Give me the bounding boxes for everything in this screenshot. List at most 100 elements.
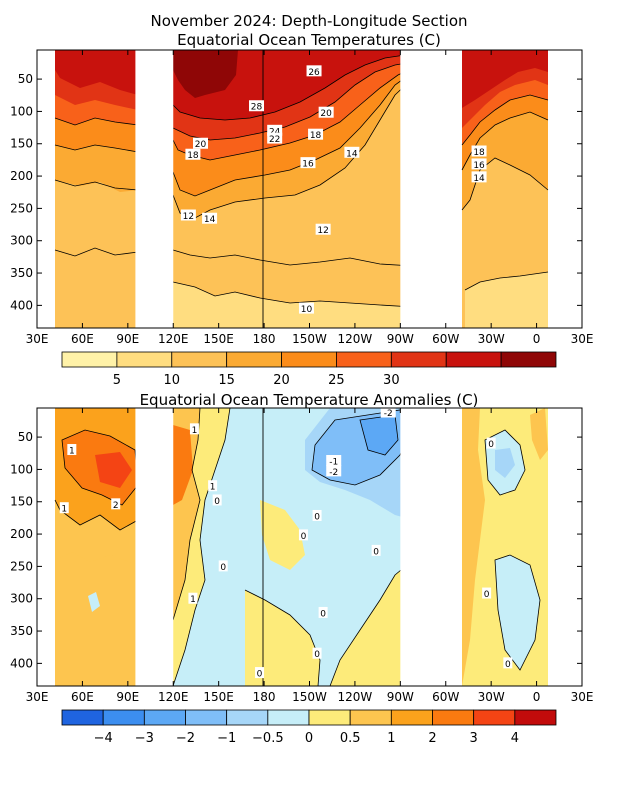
y-tick-label: 250 xyxy=(10,559,33,573)
contour-label-bg xyxy=(312,509,322,521)
x-tick-label: 30W xyxy=(478,332,505,346)
x-axis-1: 30E 60E 90E 120E 150E 180 150W 120W 90W 60W 30W 0 30… xyxy=(26,50,593,346)
colorbar-label: 0.5 xyxy=(340,731,361,746)
colorbar-1: 5 10 15 20 25 30 xyxy=(61,351,557,388)
contour-label: 1 xyxy=(61,505,67,515)
x-tick-label: 0 xyxy=(533,332,541,346)
y-tick-label: 300 xyxy=(10,234,33,248)
contour-label: 0 xyxy=(488,440,494,450)
contour-label: 22 xyxy=(269,135,280,145)
colorbar-label: −4 xyxy=(94,731,113,746)
colorbar-swatch xyxy=(226,709,269,726)
contour-label: 20 xyxy=(320,109,332,119)
contour-label-bg xyxy=(482,587,492,599)
pacific-segment xyxy=(173,50,413,328)
y-tick-label: 100 xyxy=(10,104,33,118)
y-tick-label: 100 xyxy=(10,462,33,476)
no-data-gap xyxy=(135,408,174,686)
chart-title-1: November 2024: Depth-Longitude Section xyxy=(151,12,468,30)
colorbar-swatch xyxy=(390,351,447,368)
contour-label-bg xyxy=(326,455,342,467)
contour-label-bg xyxy=(318,606,328,618)
x-tick-label: 90E xyxy=(116,332,139,346)
y-tick-label: 300 xyxy=(10,592,33,606)
colorbar-label: −3 xyxy=(135,731,154,746)
y-tick-label: 250 xyxy=(10,201,33,215)
contour-label: -2 xyxy=(329,468,338,478)
colorbar-swatch xyxy=(390,709,433,726)
contour-label-bg xyxy=(503,657,513,669)
colorbar-label: 25 xyxy=(328,373,345,388)
contour-label-bg xyxy=(111,498,121,510)
contour-label-bg xyxy=(315,223,331,235)
contour-label: 18 xyxy=(473,148,485,158)
contour-label: 1 xyxy=(210,483,216,493)
no-data-gap xyxy=(563,50,582,328)
contour-label: 14 xyxy=(473,174,485,184)
colorbar-swatch xyxy=(61,351,118,368)
contour-label-bg xyxy=(59,502,69,514)
contour-label-bg xyxy=(255,667,265,679)
contour-label: 10 xyxy=(301,305,313,315)
y-tick-label: 350 xyxy=(10,266,33,280)
chart-title-2: Equatorial Ocean Temperature Anomalies (… xyxy=(140,391,479,409)
x-tick-label: 30E xyxy=(26,332,49,346)
colorbar-swatch xyxy=(308,709,351,726)
x-tick-label: 90W xyxy=(387,690,414,704)
contour-label-bg xyxy=(267,124,283,136)
x-tick-label: 60W xyxy=(432,690,459,704)
contour-label: 1 xyxy=(190,595,196,605)
contour-label: 0 xyxy=(484,590,490,600)
contour-label-bg xyxy=(218,560,228,572)
colorbar-swatch xyxy=(445,351,502,368)
colorbar-label: 2 xyxy=(428,731,436,746)
x-tick-label: 180 xyxy=(253,690,276,704)
contour-label: -1 xyxy=(329,458,338,468)
contour-label-bg xyxy=(312,647,322,659)
colorbar-swatch xyxy=(473,709,516,726)
colorbar-label: 1 xyxy=(387,731,395,746)
contour-label: 28 xyxy=(251,103,263,113)
contour-label-bg xyxy=(202,212,218,224)
contour-label-bg xyxy=(471,158,487,170)
no-data-gap xyxy=(400,408,446,686)
contour-label: 12 xyxy=(183,212,194,222)
anomaly-contours xyxy=(54,408,541,686)
contour-label: 0 xyxy=(214,497,220,507)
contour-label-bg xyxy=(308,128,324,140)
colorbar-swatch xyxy=(514,709,557,726)
colorbar-swatch xyxy=(171,351,228,368)
no-data-gap xyxy=(563,408,582,686)
x-tick-label: 120W xyxy=(338,332,373,346)
contour-label-bg xyxy=(298,302,314,314)
colorbar-swatch xyxy=(61,709,104,726)
contour-label: 1 xyxy=(192,426,198,436)
y-axis-1: 50 100 150 200 250 300 350 400 xyxy=(10,72,582,312)
colorbar-label: 5 xyxy=(113,373,121,388)
colorbar-label: −0.5 xyxy=(252,731,284,746)
y-tick-label: 150 xyxy=(10,137,33,151)
contour-label-bg xyxy=(471,171,487,183)
contour-label: 16 xyxy=(302,160,314,170)
contour-label: 0 xyxy=(314,650,320,660)
x-tick-label: 150W xyxy=(292,332,327,346)
x-tick-label: 0 xyxy=(533,690,541,704)
colorbar-label: 10 xyxy=(164,373,181,388)
colorbar-swatch xyxy=(432,709,475,726)
contour-label-bg xyxy=(180,209,196,221)
contour-label: 0 xyxy=(320,609,326,619)
y-tick-label: 200 xyxy=(10,527,33,541)
x-tick-label: 60W xyxy=(432,332,459,346)
colorbar-swatch xyxy=(143,709,186,726)
contour-label: 16 xyxy=(473,161,485,171)
contour-label: 14 xyxy=(346,149,358,159)
colorbar-label: 3 xyxy=(470,731,478,746)
y-tick-label: 350 xyxy=(10,624,33,638)
x-tick-label: 30E xyxy=(571,690,594,704)
x-tick-label: 120E xyxy=(158,332,189,346)
contour-label-bg xyxy=(318,106,334,118)
no-data-gap xyxy=(135,50,174,328)
colorbar-swatch xyxy=(267,709,310,726)
